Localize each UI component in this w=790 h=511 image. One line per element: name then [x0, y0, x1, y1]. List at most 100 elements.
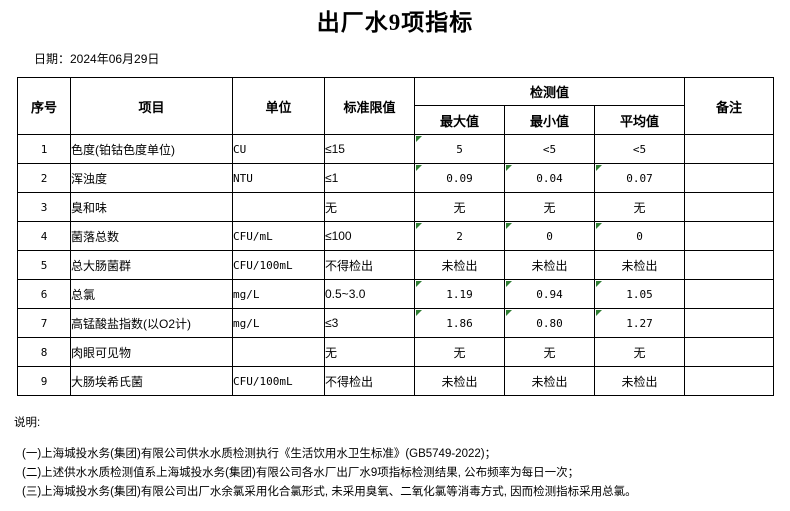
- cell-unit: CFU/100mL: [232, 366, 325, 396]
- cell-avg: 0: [593, 221, 686, 251]
- cell-avg-text: 无: [633, 200, 646, 215]
- cell-index-text: 3: [40, 201, 48, 214]
- table-row: 4 菌落总数 CFU/mL ≤100 2 0 0: [17, 221, 775, 251]
- cell-unit-text: NTU: [233, 172, 253, 185]
- cell-index: 2: [17, 163, 71, 193]
- cell-max-text: 0.09: [446, 172, 473, 185]
- cell-item-text: 色度(铂钴色度单位): [71, 142, 175, 157]
- cell-limit-text: ≤100: [325, 229, 352, 243]
- cell-avg: 无: [593, 192, 686, 222]
- column-header-standard-limit: 标准限值: [324, 77, 415, 135]
- column-header-avg: 平均值: [593, 105, 686, 135]
- cell-warning-marker-icon: [596, 223, 602, 229]
- cell-remark: [684, 134, 775, 164]
- cell-warning-marker-icon: [416, 310, 422, 316]
- cell-limit-text: ≤15: [325, 142, 345, 156]
- cell-warning-marker-icon: [416, 281, 422, 287]
- cell-remark: [684, 192, 775, 222]
- cell-min: 无: [504, 337, 595, 367]
- cell-max-text: 2: [456, 230, 463, 243]
- cell-item: 菌落总数: [70, 221, 233, 251]
- cell-min-text: 无: [543, 345, 556, 360]
- table-row: 8 肉眼可见物 无 无 无 无: [17, 337, 775, 367]
- cell-item-text: 大肠埃希氏菌: [71, 374, 144, 389]
- table-row: 1 色度(铂钴色度单位) CU ≤15 5 <5 <5: [17, 134, 775, 164]
- cell-max-text: 1.86: [446, 317, 473, 330]
- cell-index: 3: [17, 192, 71, 222]
- cell-limit: 不得检出: [324, 250, 415, 280]
- cell-unit: NTU: [232, 163, 325, 193]
- cell-item: 臭和味: [70, 192, 233, 222]
- page-title: 出厂水9项指标: [316, 10, 474, 35]
- cell-unit: mg/L: [232, 308, 325, 338]
- cell-remark: [684, 337, 775, 367]
- cell-unit-text: mg/L: [233, 317, 260, 330]
- cell-item: 高锰酸盐指数(以O2计): [70, 308, 233, 338]
- table-row: 9 大肠埃希氏菌 CFU/100mL 不得检出 未检出 未检出 未检出: [17, 366, 775, 396]
- cell-unit: CFU/mL: [232, 221, 325, 251]
- cell-unit-text: CFU/100mL: [233, 375, 293, 388]
- cell-item-text: 浑浊度: [71, 171, 108, 186]
- table-body: 1 色度(铂钴色度单位) CU ≤15 5 <5 <5 2 浑浊度 NTU ≤1 0.09 0.04 0.…: [17, 134, 775, 396]
- cell-warning-marker-icon: [416, 165, 422, 171]
- table-row: 7 高锰酸盐指数(以O2计) mg/L ≤3 1.86 0.80 1.27: [17, 308, 775, 338]
- cell-index-text: 2: [40, 172, 48, 185]
- cell-limit-text: 不得检出: [325, 374, 374, 389]
- cell-warning-marker-icon: [506, 165, 512, 171]
- notes-heading: 说明:: [14, 417, 41, 429]
- cell-limit-text: ≤3: [325, 316, 339, 330]
- cell-item-text: 肉眼可见物: [71, 345, 132, 360]
- cell-remark: [684, 308, 775, 338]
- cell-limit: ≤15: [324, 134, 415, 164]
- cell-avg: 1.27: [593, 308, 686, 338]
- cell-max-text: 无: [453, 200, 466, 215]
- cell-min: 0: [504, 221, 595, 251]
- cell-remark: [684, 279, 775, 309]
- cell-min: 未检出: [504, 366, 595, 396]
- cell-unit: CU: [232, 134, 325, 164]
- cell-unit-text: CFU/100mL: [233, 259, 293, 272]
- cell-warning-marker-icon: [596, 165, 602, 171]
- cell-avg: 0.07: [593, 163, 686, 193]
- cell-item: 浑浊度: [70, 163, 233, 193]
- cell-min-text: <5: [542, 143, 557, 156]
- cell-avg: 未检出: [593, 366, 686, 396]
- cell-unit: [232, 337, 325, 367]
- column-header-detection-group: 检测值: [413, 77, 686, 106]
- cell-remark: [684, 250, 775, 280]
- cell-avg: <5: [593, 134, 686, 164]
- cell-unit: [232, 192, 325, 222]
- cell-max: 无: [414, 337, 505, 367]
- cell-avg-text: 0: [636, 230, 643, 243]
- cell-index: 4: [17, 221, 71, 251]
- cell-min: <5: [504, 134, 595, 164]
- water-quality-table: 序号 项目 单位 标准限值 检测值 备注 最大值 最小值 平均值 1 色度(铂钴色…: [17, 77, 775, 396]
- cell-max-text: 无: [453, 345, 466, 360]
- cell-avg-text: 0.07: [626, 172, 653, 185]
- table-row: 2 浑浊度 NTU ≤1 0.09 0.04 0.07: [17, 163, 775, 193]
- cell-max: 1.19: [414, 279, 505, 309]
- cell-avg-text: 未检出: [621, 258, 658, 273]
- cell-min: 未检出: [504, 250, 595, 280]
- report-date: 日期：2024年06月29日: [34, 52, 160, 66]
- cell-max-text: 未检出: [441, 258, 478, 273]
- cell-unit: mg/L: [232, 279, 325, 309]
- cell-item: 肉眼可见物: [70, 337, 233, 367]
- cell-warning-marker-icon: [506, 223, 512, 229]
- cell-min: 0.94: [504, 279, 595, 309]
- cell-max: 未检出: [414, 366, 505, 396]
- notes-list: (一)上海城投水务(集团)有限公司供水水质检测执行《生活饮用水卫生标准》(GB5…: [14, 445, 784, 502]
- cell-avg-text: 1.27: [626, 317, 653, 330]
- cell-avg: 无: [593, 337, 686, 367]
- cell-max: 5: [414, 134, 505, 164]
- cell-index: 8: [17, 337, 71, 367]
- cell-item-text: 菌落总数: [71, 229, 120, 244]
- cell-index: 5: [17, 250, 71, 280]
- cell-remark: [684, 221, 775, 251]
- cell-min-text: 无: [543, 200, 556, 215]
- cell-item-text: 臭和味: [71, 200, 108, 215]
- cell-warning-marker-icon: [416, 223, 422, 229]
- table-row: 5 总大肠菌群 CFU/100mL 不得检出 未检出 未检出 未检出: [17, 250, 775, 280]
- cell-limit: ≤1: [324, 163, 415, 193]
- cell-max-text: 未检出: [441, 374, 478, 389]
